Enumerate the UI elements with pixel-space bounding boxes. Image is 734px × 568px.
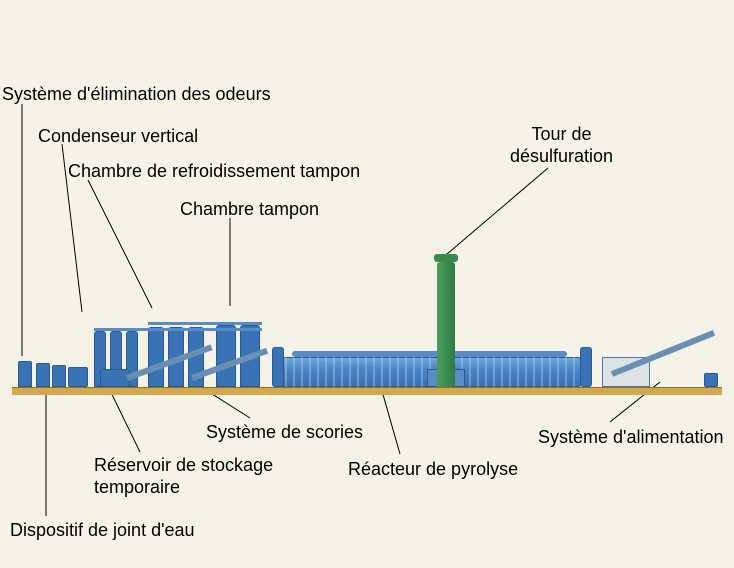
plant-base — [12, 387, 722, 395]
desulf-tower — [437, 262, 455, 387]
pipe-top2 — [148, 322, 262, 325]
plant-illustration: DOING — [12, 315, 722, 395]
feed-conveyor — [611, 330, 715, 377]
watermark: DOING — [322, 359, 378, 375]
aux-unit-1 — [52, 365, 66, 387]
reactor-end-r — [580, 347, 592, 387]
tower-cap — [434, 254, 458, 262]
odor-unit — [18, 361, 32, 387]
cooling-1 — [148, 327, 164, 387]
reactor-end-l — [272, 347, 284, 387]
label-desulf: Tour de désulfuration — [510, 124, 613, 167]
label-condenser: Condenseur vertical — [38, 126, 198, 148]
buffer-1 — [216, 325, 236, 387]
label-odor: Système d'élimination des odeurs — [2, 84, 271, 106]
label-buffer: Chambre tampon — [180, 199, 319, 221]
aux-unit-2 — [68, 367, 88, 387]
reactor-top — [292, 351, 567, 357]
storage-tank — [100, 369, 130, 387]
label-feeding: Système d'alimentation — [538, 427, 724, 449]
label-buffer-cooling: Chambre de refroidissement tampon — [68, 161, 360, 183]
label-slag: Système de scories — [206, 422, 363, 444]
pipe-top — [94, 328, 262, 331]
label-waterseal: Dispositif de joint d'eau — [10, 520, 195, 542]
label-reactor: Réacteur de pyrolyse — [348, 459, 518, 481]
waterseal-unit — [36, 363, 50, 387]
feed-end — [704, 373, 718, 387]
label-storage: Réservoir de stockage temporaire — [94, 455, 273, 498]
